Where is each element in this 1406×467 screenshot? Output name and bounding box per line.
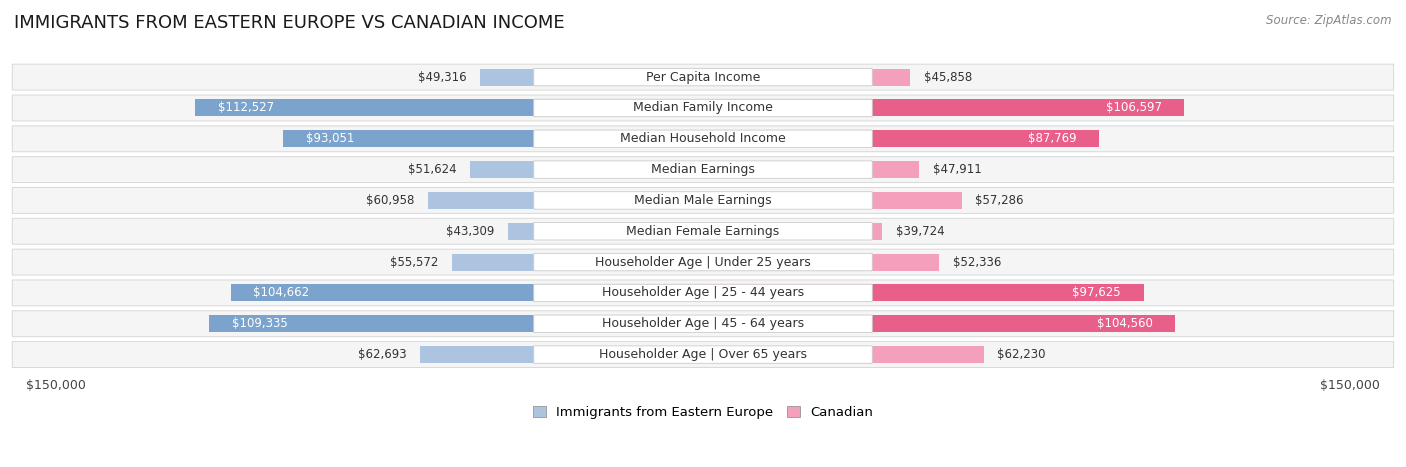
FancyBboxPatch shape bbox=[13, 218, 1393, 244]
Text: Householder Age | Over 65 years: Householder Age | Over 65 years bbox=[599, 348, 807, 361]
Text: Householder Age | 45 - 64 years: Householder Age | 45 - 64 years bbox=[602, 317, 804, 330]
Bar bbox=[703, 284, 1143, 301]
FancyBboxPatch shape bbox=[534, 68, 872, 86]
Text: $150,000: $150,000 bbox=[1320, 379, 1381, 392]
Legend: Immigrants from Eastern Europe, Canadian: Immigrants from Eastern Europe, Canadian bbox=[527, 401, 879, 425]
Text: Householder Age | Under 25 years: Householder Age | Under 25 years bbox=[595, 255, 811, 269]
FancyBboxPatch shape bbox=[13, 156, 1393, 183]
Text: Median Male Earnings: Median Male Earnings bbox=[634, 194, 772, 207]
Text: $87,769: $87,769 bbox=[1028, 132, 1077, 145]
FancyBboxPatch shape bbox=[13, 280, 1393, 306]
FancyBboxPatch shape bbox=[13, 249, 1393, 275]
Text: Median Household Income: Median Household Income bbox=[620, 132, 786, 145]
Text: $43,309: $43,309 bbox=[446, 225, 494, 238]
Text: $55,572: $55,572 bbox=[391, 255, 439, 269]
Text: $106,597: $106,597 bbox=[1105, 101, 1161, 114]
Bar bbox=[703, 99, 1184, 116]
FancyBboxPatch shape bbox=[534, 99, 872, 117]
Text: $39,724: $39,724 bbox=[896, 225, 945, 238]
Text: $97,625: $97,625 bbox=[1073, 286, 1121, 299]
FancyBboxPatch shape bbox=[534, 284, 872, 302]
Text: $104,560: $104,560 bbox=[1097, 317, 1153, 330]
Text: $150,000: $150,000 bbox=[25, 379, 86, 392]
Text: Median Earnings: Median Earnings bbox=[651, 163, 755, 176]
Bar bbox=[427, 192, 703, 209]
Bar bbox=[703, 161, 920, 178]
Bar bbox=[231, 284, 703, 301]
Text: $51,624: $51,624 bbox=[408, 163, 457, 176]
Text: $62,230: $62,230 bbox=[997, 348, 1046, 361]
FancyBboxPatch shape bbox=[534, 161, 872, 178]
FancyBboxPatch shape bbox=[13, 311, 1393, 337]
Bar bbox=[453, 254, 703, 270]
Bar bbox=[703, 192, 962, 209]
FancyBboxPatch shape bbox=[534, 192, 872, 209]
Text: $49,316: $49,316 bbox=[418, 71, 467, 84]
FancyBboxPatch shape bbox=[13, 64, 1393, 90]
Text: $57,286: $57,286 bbox=[976, 194, 1024, 207]
Bar bbox=[703, 223, 883, 240]
Bar bbox=[195, 99, 703, 116]
Text: $109,335: $109,335 bbox=[232, 317, 288, 330]
Text: $47,911: $47,911 bbox=[932, 163, 981, 176]
FancyBboxPatch shape bbox=[534, 254, 872, 271]
Text: $93,051: $93,051 bbox=[305, 132, 354, 145]
Text: Per Capita Income: Per Capita Income bbox=[645, 71, 761, 84]
Bar bbox=[283, 130, 703, 147]
Bar bbox=[703, 346, 984, 363]
Text: $112,527: $112,527 bbox=[218, 101, 274, 114]
Text: Householder Age | 25 - 44 years: Householder Age | 25 - 44 years bbox=[602, 286, 804, 299]
FancyBboxPatch shape bbox=[534, 130, 872, 148]
FancyBboxPatch shape bbox=[13, 187, 1393, 213]
Bar bbox=[703, 69, 910, 85]
Bar bbox=[209, 315, 703, 332]
Text: Median Family Income: Median Family Income bbox=[633, 101, 773, 114]
Text: $52,336: $52,336 bbox=[953, 255, 1001, 269]
FancyBboxPatch shape bbox=[534, 223, 872, 240]
FancyBboxPatch shape bbox=[534, 315, 872, 333]
Text: IMMIGRANTS FROM EASTERN EUROPE VS CANADIAN INCOME: IMMIGRANTS FROM EASTERN EUROPE VS CANADI… bbox=[14, 14, 565, 32]
FancyBboxPatch shape bbox=[13, 95, 1393, 121]
FancyBboxPatch shape bbox=[534, 346, 872, 363]
Bar bbox=[703, 315, 1175, 332]
Bar bbox=[703, 254, 939, 270]
Text: $45,858: $45,858 bbox=[924, 71, 972, 84]
Bar bbox=[470, 161, 703, 178]
Text: Source: ZipAtlas.com: Source: ZipAtlas.com bbox=[1267, 14, 1392, 27]
Text: $62,693: $62,693 bbox=[359, 348, 406, 361]
Text: Median Female Earnings: Median Female Earnings bbox=[627, 225, 779, 238]
Bar bbox=[508, 223, 703, 240]
FancyBboxPatch shape bbox=[13, 342, 1393, 368]
Text: $60,958: $60,958 bbox=[366, 194, 415, 207]
Bar bbox=[703, 130, 1099, 147]
FancyBboxPatch shape bbox=[13, 126, 1393, 152]
Bar bbox=[481, 69, 703, 85]
Text: $104,662: $104,662 bbox=[253, 286, 309, 299]
Bar bbox=[420, 346, 703, 363]
